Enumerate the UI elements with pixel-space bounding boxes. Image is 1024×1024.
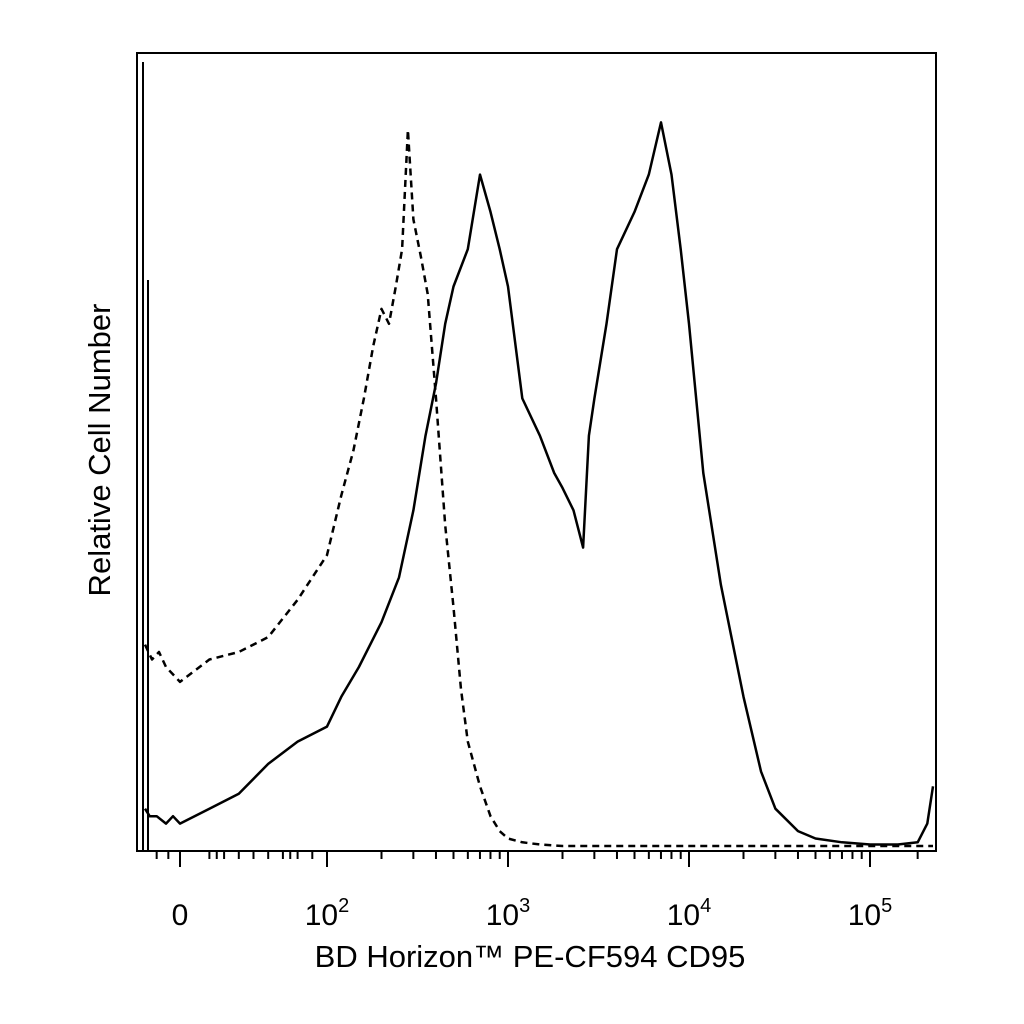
plot-frame [136, 52, 937, 852]
x-tick-label: 0 [172, 899, 189, 932]
x-minor-ticks [155, 851, 919, 859]
x-tick-label: 105 [848, 895, 893, 932]
x-tick-label: 103 [486, 895, 531, 932]
x-tick-label: 102 [305, 895, 350, 932]
series-solid-line [143, 121, 935, 846]
y-axis-label: Relative Cell Number [82, 304, 117, 597]
x-tick-labels: 0 102 103 104 105 [172, 895, 893, 932]
x-tick-label: 104 [667, 895, 712, 932]
x-major-ticks [179, 851, 871, 867]
x-axis-label: BD Horizon™ PE-CF594 CD95 [315, 939, 746, 974]
series-layer [142, 62, 935, 851]
series-dashed-line [143, 128, 933, 848]
